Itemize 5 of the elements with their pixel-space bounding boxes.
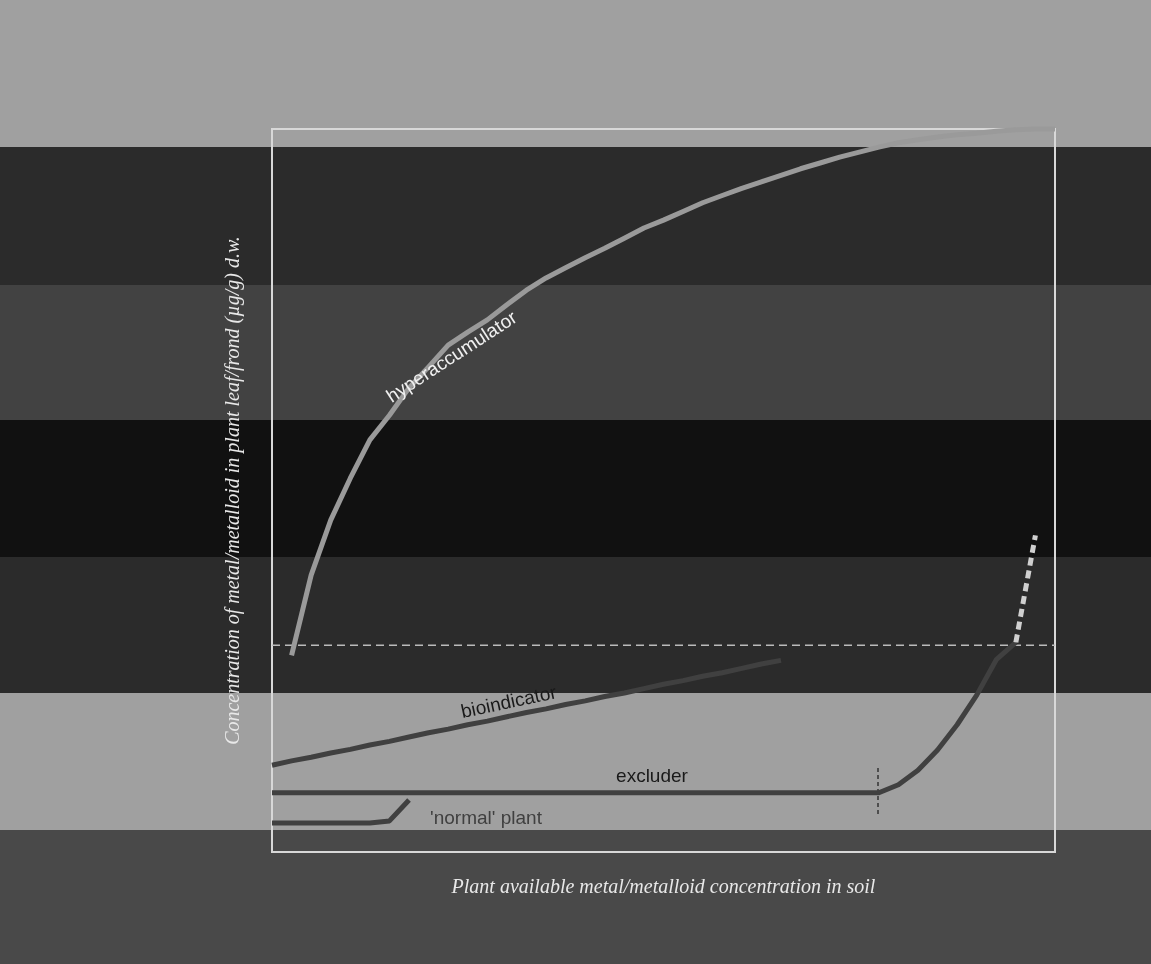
x-axis-title: Plant available metal/metalloid concentration in soil bbox=[450, 875, 876, 897]
y-axis-title: Concentration of metal/metalloid in plant leaf/frond (µg/g) d.w. bbox=[221, 236, 244, 745]
series-label: excluder bbox=[616, 765, 689, 786]
series-label: 'normal' plant bbox=[430, 807, 543, 828]
text: bioindicator bbox=[458, 681, 560, 723]
